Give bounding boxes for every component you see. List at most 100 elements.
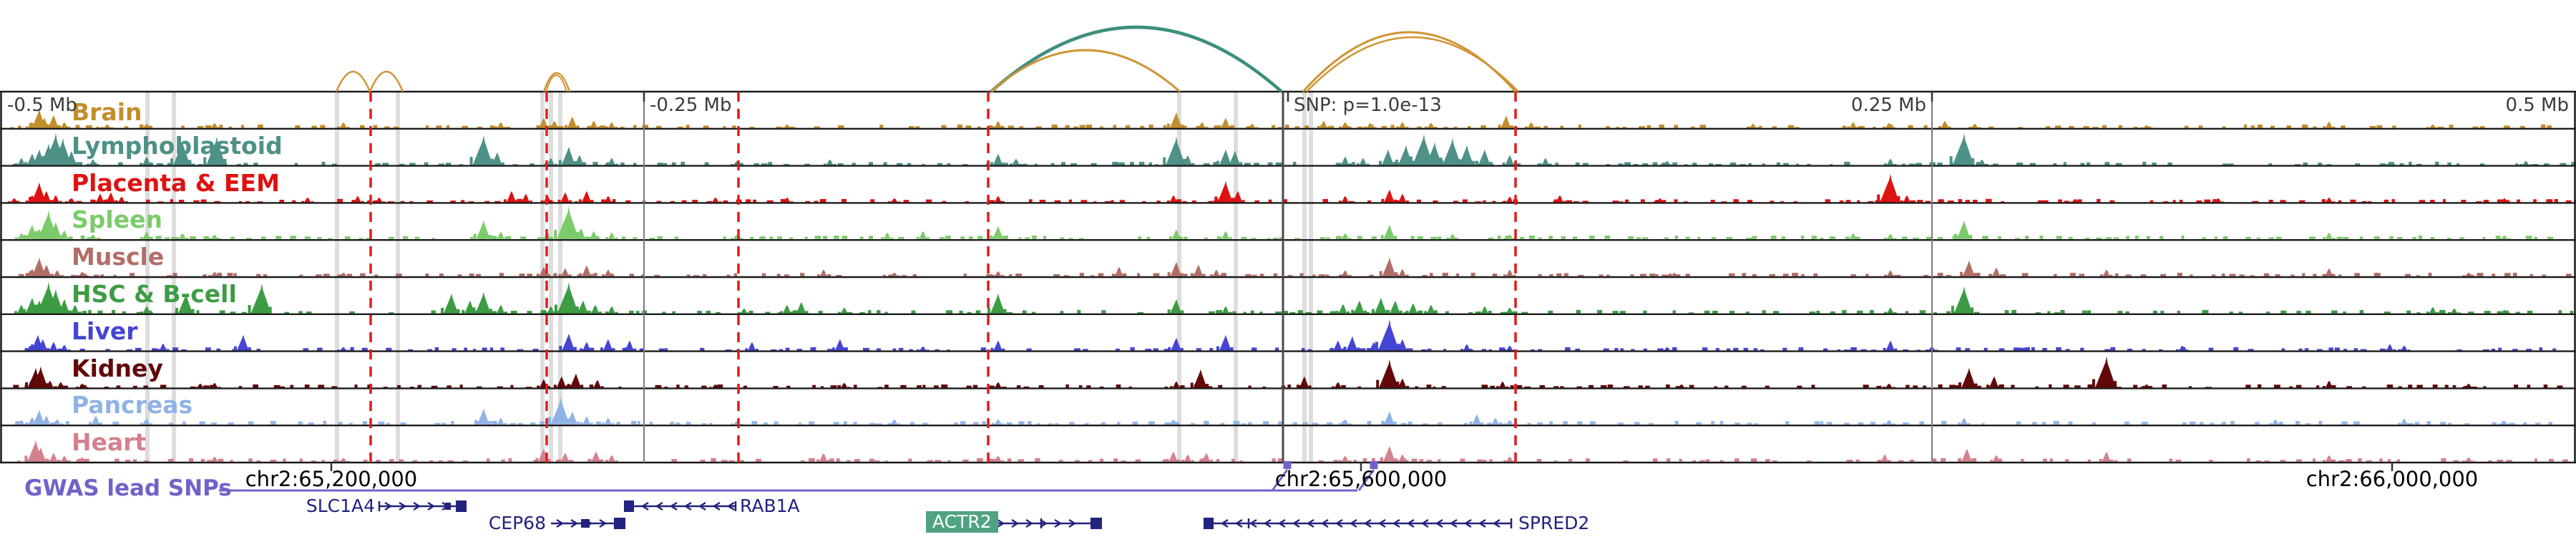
noise-bar (2366, 460, 2372, 462)
track-label[interactable]: Heart (72, 428, 147, 457)
signal-peak-side (1166, 200, 1170, 203)
noise-bar (10, 127, 14, 128)
signal-peak (1903, 195, 1911, 203)
noise-bar (1674, 421, 1679, 425)
signal-peak (2501, 236, 2508, 240)
noise-bar (156, 163, 163, 165)
interaction-arc[interactable] (545, 74, 567, 92)
signal-peak (1956, 221, 1971, 240)
gwas-lead-snp-marker[interactable] (1283, 461, 1292, 469)
track-row-pancreas[interactable]: Pancreas (0, 388, 2576, 425)
signal-peak (79, 271, 86, 276)
signal-peak-side (2332, 274, 2336, 276)
track-label[interactable]: Lymphoblastoid (72, 131, 283, 160)
noise-bar (859, 312, 865, 314)
signal-peak (841, 307, 848, 314)
track-row-spleen[interactable]: Spleen (0, 203, 2576, 240)
track-row-liver[interactable]: Liver (0, 314, 2576, 352)
noise-bar (2544, 163, 2550, 165)
signal-peak-side (351, 200, 354, 203)
noise-bar (2077, 198, 2082, 203)
noise-bar (2247, 458, 2250, 462)
gene-spred2[interactable] (1204, 518, 1513, 529)
gwas-lead-snp-marker[interactable] (1370, 461, 1378, 469)
gene-label-actr2[interactable]: ACTR2 (926, 511, 998, 533)
interaction-arc[interactable] (335, 70, 371, 92)
gene-label-spred2[interactable]: SPRED2 (1518, 513, 1590, 533)
track-label[interactable]: Pancreas (72, 391, 193, 420)
track-row-heart[interactable]: Heart (0, 425, 2576, 463)
noise-bar (1753, 348, 1758, 351)
strand-arrow-icon (1025, 519, 1034, 528)
track-label[interactable]: Muscle (72, 243, 165, 271)
noise-bar (2523, 422, 2527, 425)
track-row-lymphoblastoid[interactable]: Lymphoblastoid (0, 129, 2576, 166)
noise-bar (2447, 162, 2451, 165)
track-label[interactable]: Spleen (72, 205, 162, 234)
noise-bar (1078, 238, 1084, 240)
noise-bar (810, 347, 816, 351)
gene-rab1a[interactable] (624, 500, 737, 512)
interaction-arc[interactable] (990, 49, 1181, 93)
signal-peak-side (1335, 311, 1339, 314)
noise-bar (1153, 348, 1158, 351)
noise-bar (155, 236, 162, 240)
signal-peak-side (1167, 423, 1170, 425)
signal-peak-side (600, 459, 603, 462)
signal-peak (31, 182, 47, 203)
track-row-hsc-b-cell[interactable]: HSC & B-cell (0, 277, 2576, 314)
gene-label-rab1a[interactable]: RAB1A (740, 495, 800, 516)
signal-peak-side (611, 423, 615, 425)
signal-peak (2326, 197, 2333, 203)
track-row-muscle[interactable]: Muscle (0, 240, 2576, 277)
noise-bar (748, 310, 753, 314)
track-label[interactable]: HSC & B-cell (72, 280, 237, 308)
noise-bar (1214, 125, 1221, 128)
signal-peak-side (740, 164, 743, 165)
noise-bar (612, 198, 616, 203)
gene-label-cep68[interactable]: CEP68 (488, 513, 546, 533)
noise-bar (761, 163, 768, 165)
noise-bar (1607, 384, 1614, 388)
track-label[interactable]: Liver (72, 316, 138, 345)
gene-actr2[interactable] (990, 518, 1102, 529)
noise-bar (1956, 384, 1960, 388)
noise-bar (2296, 384, 2302, 388)
track-label[interactable]: Placenta & EEM (72, 168, 280, 197)
noise-bar (1941, 421, 1947, 425)
gene-cep68[interactable] (551, 518, 625, 529)
track-row-brain[interactable]: Brain (0, 92, 2576, 129)
signal-peak (1750, 123, 1757, 128)
noise-bar (2019, 347, 2026, 351)
noise-bar (1053, 274, 1060, 276)
interaction-arc[interactable] (542, 72, 571, 92)
track-row-kidney[interactable]: Kidney (0, 352, 2576, 389)
noise-bar (2446, 238, 2451, 240)
gene-label-slc1a4[interactable]: SLC1A4 (306, 495, 375, 516)
signal-peak-side (35, 231, 39, 240)
gene-exon-box (456, 500, 467, 512)
noise-bar (1659, 125, 1664, 128)
noise-bar (2184, 125, 2189, 128)
noise-bar (2016, 422, 2021, 425)
noise-bar (1516, 384, 1523, 388)
gene-slc1a4[interactable] (378, 500, 467, 512)
noise-bar (922, 163, 925, 165)
noise-bar (884, 384, 889, 388)
noise-bar (2525, 236, 2532, 240)
noise-bar (2042, 458, 2047, 462)
signal-peak-side (1439, 157, 1443, 165)
signal-peak-side (115, 200, 118, 203)
signal-peak-side (1181, 460, 1184, 462)
noise-bar (459, 163, 464, 165)
interaction-arc[interactable] (1306, 36, 1519, 92)
noise-bar (197, 163, 203, 165)
track-label[interactable]: Brain (72, 98, 142, 126)
noise-bar (553, 273, 557, 276)
interaction-arc[interactable] (990, 25, 1283, 93)
track-label[interactable]: Kidney (72, 354, 163, 382)
noise-bar (746, 198, 751, 203)
noise-bar (337, 198, 343, 203)
interaction-arc[interactable] (369, 70, 404, 92)
noise-bar (1760, 349, 1765, 351)
